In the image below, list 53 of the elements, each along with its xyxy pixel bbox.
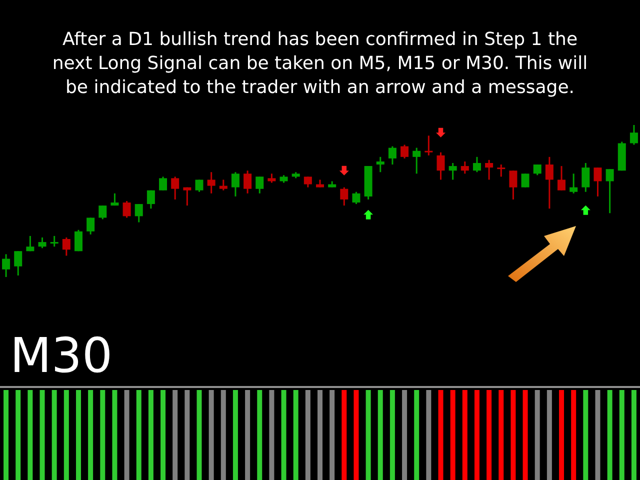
point [436, 128, 446, 138]
candlestick [388, 146, 396, 166]
candlestick [86, 216, 95, 236]
candlestick [582, 162, 590, 193]
candlestick [472, 156, 481, 173]
candlestick [38, 236, 46, 249]
candlestick [110, 192, 119, 206]
text: M30 [10, 328, 112, 384]
candlestick [400, 144, 409, 160]
candlestick [424, 134, 433, 156]
candlestick [219, 178, 228, 192]
candlestick [460, 160, 469, 174]
candlestick [509, 170, 518, 200]
candlestick [376, 156, 384, 173]
chart-title: After a D1 bullish trend has been confirmed in Step 1 the next Long Signal can be taken on M5, M15 or M30. This will be indicated to the trader with an arrow and a message. [51, 28, 589, 100]
candlestick [98, 204, 107, 220]
candlestick [340, 186, 348, 206]
candlestick [533, 164, 542, 176]
candlestick [74, 229, 82, 252]
candlestick [159, 176, 168, 192]
point [364, 210, 374, 220]
candlestick [134, 203, 143, 224]
candlestick [352, 191, 360, 205]
candlestick [50, 235, 58, 248]
candlestick [497, 164, 506, 178]
candlestick [412, 147, 421, 174]
candlestick [26, 235, 34, 252]
candlestick [207, 171, 216, 194]
candlestick [171, 176, 180, 200]
candlestick [231, 171, 240, 198]
candlestick [268, 172, 276, 184]
candlestick [485, 159, 494, 180]
candlestick [606, 168, 614, 214]
candlestick [594, 166, 602, 198]
candlestick [448, 162, 457, 180]
candlestick [570, 172, 578, 194]
candlestick [436, 152, 445, 180]
candlestick [256, 176, 264, 194]
candlestick [558, 165, 566, 192]
candlestick [122, 200, 131, 218]
point [339, 166, 349, 176]
candlestick [195, 178, 204, 193]
candlestick [304, 176, 312, 188]
candlestick [183, 186, 192, 206]
candlestick [62, 236, 70, 256]
candlestick [2, 253, 10, 277]
candlestick [14, 250, 22, 276]
candlestick [630, 124, 638, 146]
candlestick [244, 170, 252, 194]
candlestick [521, 172, 530, 188]
candlestick [545, 156, 554, 210]
candlestick [146, 190, 155, 210]
point [580, 205, 590, 215]
